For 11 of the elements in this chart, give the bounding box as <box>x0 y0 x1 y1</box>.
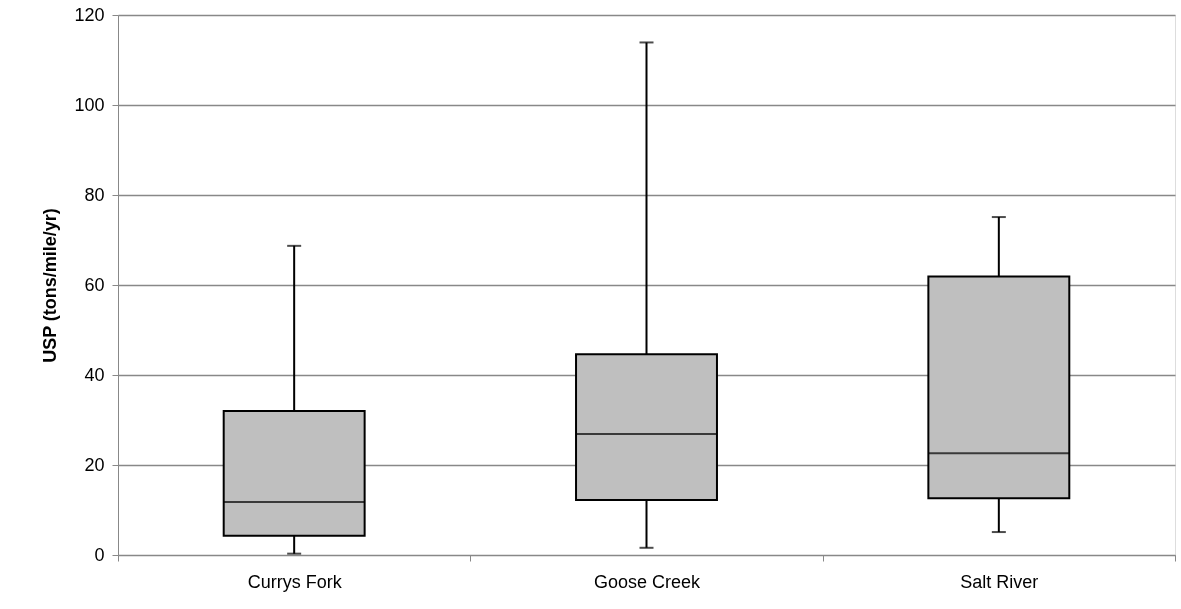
y-axis-title: USP (tons/mile/yr) <box>40 208 61 363</box>
y-tick-label: 120 <box>74 4 105 25</box>
y-tick-label: 80 <box>84 184 105 205</box>
x-tick-label: Currys Fork <box>247 571 343 592</box>
y-tick-label: 40 <box>84 364 105 385</box>
y-tick-label: 100 <box>74 94 105 115</box>
x-tick-label: Goose Creek <box>593 571 702 592</box>
y-tick-label: 20 <box>84 454 105 475</box>
x-tick-label: Salt River <box>960 571 1039 592</box>
y-tick-label: 60 <box>84 274 105 295</box>
y-tick-label: 0 <box>94 544 105 565</box>
